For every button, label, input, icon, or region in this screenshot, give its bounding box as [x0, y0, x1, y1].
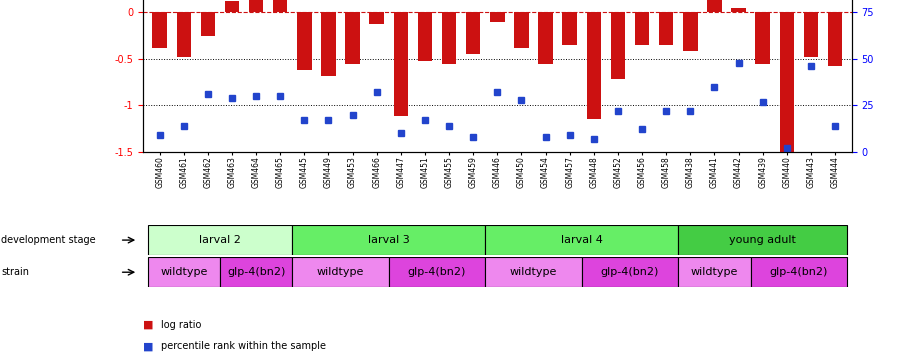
Text: glp-4(bn2): glp-4(bn2)	[408, 267, 466, 277]
Bar	[563, 12, 577, 45]
Bar	[393, 12, 408, 116]
Text: strain: strain	[1, 267, 29, 277]
Bar	[273, 0, 287, 12]
Bar	[292, 225, 485, 255]
Text: log ratio: log ratio	[161, 320, 202, 330]
Text: wildtype: wildtype	[160, 267, 207, 277]
Bar	[152, 12, 167, 48]
Text: development stage: development stage	[1, 235, 96, 245]
Text: larval 3: larval 3	[367, 235, 410, 245]
Bar	[731, 8, 746, 12]
Bar	[147, 257, 220, 287]
Bar	[635, 12, 649, 45]
Bar	[369, 12, 384, 24]
Bar	[582, 257, 678, 287]
Bar	[539, 12, 553, 64]
Bar	[804, 12, 818, 57]
Bar	[442, 12, 456, 64]
Text: young adult: young adult	[729, 235, 796, 245]
Bar	[147, 225, 292, 255]
Bar	[683, 12, 697, 51]
Text: ■: ■	[143, 320, 157, 330]
Bar	[466, 12, 481, 54]
Text: ■: ■	[143, 341, 157, 351]
Bar	[490, 12, 505, 22]
Bar	[297, 12, 311, 70]
Bar	[755, 12, 770, 64]
Text: glp-4(bn2): glp-4(bn2)	[227, 267, 286, 277]
Bar	[514, 12, 529, 48]
Text: wildtype: wildtype	[317, 267, 364, 277]
Bar	[485, 257, 582, 287]
Bar	[751, 257, 847, 287]
Text: larval 4: larval 4	[561, 235, 602, 245]
Bar	[611, 12, 625, 79]
Bar	[659, 12, 673, 45]
Bar	[321, 12, 336, 76]
Bar	[828, 12, 843, 66]
Bar	[707, 0, 722, 12]
Bar	[249, 0, 263, 12]
Text: larval 2: larval 2	[199, 235, 241, 245]
Bar	[779, 12, 794, 154]
Text: glp-4(bn2): glp-4(bn2)	[770, 267, 828, 277]
Bar	[678, 257, 751, 287]
Text: wildtype: wildtype	[510, 267, 557, 277]
Text: wildtype: wildtype	[691, 267, 738, 277]
Bar	[201, 12, 216, 36]
Bar	[485, 225, 678, 255]
Text: percentile rank within the sample: percentile rank within the sample	[161, 341, 326, 351]
Text: glp-4(bn2): glp-4(bn2)	[600, 267, 659, 277]
Bar	[345, 12, 360, 64]
Bar	[220, 257, 292, 287]
Bar	[389, 257, 485, 287]
Bar	[292, 257, 389, 287]
Bar	[418, 12, 432, 61]
Bar	[225, 1, 239, 12]
Bar	[177, 12, 191, 57]
Bar	[678, 225, 847, 255]
Bar	[587, 12, 601, 119]
